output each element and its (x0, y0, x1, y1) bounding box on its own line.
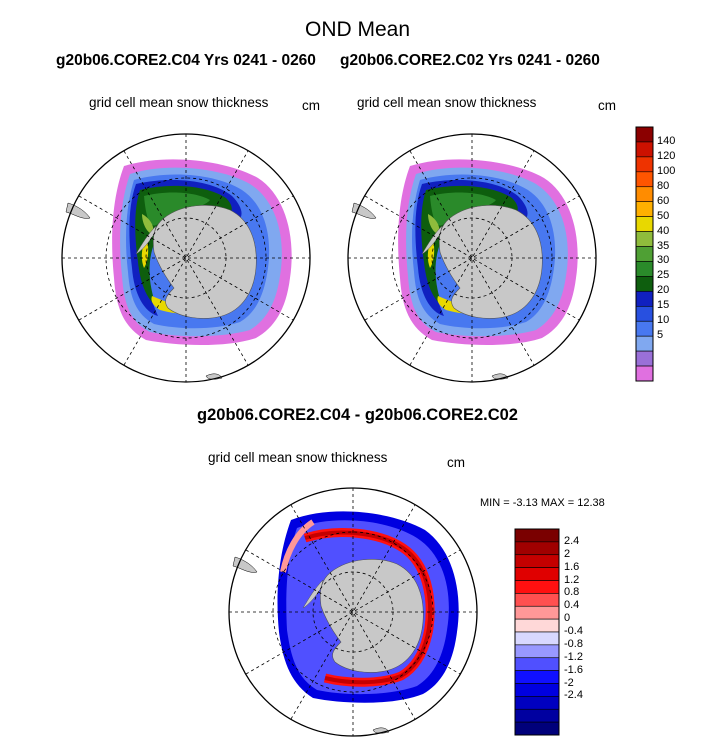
panel-right-variable: grid cell mean snow thickness (357, 95, 537, 110)
colorbar-tick-label: -1.2 (564, 650, 583, 663)
min-value: -3.13 (512, 497, 538, 509)
colorbar-tick-label: 0.4 (564, 599, 580, 612)
main-title: OND Mean (304, 18, 411, 41)
colorbar-swatch (635, 365, 654, 382)
colorbar-swatch (635, 126, 654, 143)
map-panel-left (61, 133, 311, 383)
colorbar-swatch (635, 276, 654, 292)
colorbar-tick-label: 1.2 (564, 573, 580, 586)
colorbar-tick-label: 0.8 (564, 586, 580, 599)
colorbar-snow (635, 126, 654, 382)
colorbar-swatch (635, 320, 654, 337)
min-max-readout: MIN = -3.13 MAX = 12.38 (480, 497, 605, 509)
colorbar-tick-label: 80 (657, 179, 670, 192)
colorbar-tick-label: 2.4 (564, 534, 580, 547)
case-title-left: g20b06.CORE2.C04 Yrs 0241 - 0260 (56, 52, 316, 69)
colorbar-tick-label: 25 (657, 269, 670, 282)
colorbar-tick-label: -2.4 (564, 689, 583, 702)
colorbar-swatch (635, 335, 654, 352)
colorbar-swatch (514, 696, 560, 710)
colorbar-swatch (514, 657, 560, 671)
colorbar-tick-label: 20 (657, 284, 670, 297)
colorbar-swatch (514, 605, 560, 620)
colorbar-swatch (514, 580, 560, 594)
colorbar-swatch (514, 567, 560, 581)
colorbar-tick-label: 5 (657, 329, 664, 342)
colorbar-swatch (635, 186, 654, 203)
colorbar-tick-label: 30 (657, 254, 670, 267)
panel-diff-variable: grid cell mean snow thickness (208, 450, 388, 465)
colorbar-swatch (514, 541, 560, 556)
colorbar-tick-label: -0.4 (564, 625, 583, 637)
colorbar-tick-label: -2 (564, 676, 574, 689)
colorbar-tick-label: 35 (657, 239, 670, 252)
colorbar-tick-label: 50 (657, 209, 670, 222)
colorbar-swatch (635, 201, 654, 217)
colorbar-swatch (514, 708, 560, 723)
colorbar-tick-label: 1.6 (564, 560, 580, 573)
colorbar-swatch (514, 644, 560, 659)
colorbar-swatch (514, 631, 560, 646)
panel-left-variable: grid cell mean snow thickness (89, 95, 269, 110)
colorbar-tick-label: 0 (564, 612, 571, 625)
colorbar-swatch (514, 554, 560, 568)
colorbar-tick-label: 2 (564, 547, 571, 560)
colorbar-swatch (635, 305, 654, 322)
panel-left-units: cm (302, 98, 320, 113)
min-label: MIN = (480, 497, 510, 509)
colorbar-tick-label: 15 (657, 299, 670, 312)
colorbar-tick-label: 40 (657, 224, 670, 237)
colorbar-diff (514, 528, 560, 736)
colorbar-swatch (635, 156, 654, 173)
colorbar-swatch (635, 246, 654, 262)
map-panel-right (347, 133, 597, 383)
colorbar-swatch (514, 528, 560, 543)
max-value: 12.38 (577, 497, 605, 509)
colorbar-tick-label: 120 (657, 149, 676, 162)
colorbar-swatch (514, 618, 560, 633)
colorbar-tick-label: 10 (657, 314, 670, 327)
diff-title: g20b06.CORE2.C04 - g20b06.CORE2.C02 (197, 406, 518, 424)
colorbar-swatch (635, 231, 654, 247)
colorbar-swatch (635, 350, 654, 367)
colorbar-swatch (635, 261, 654, 277)
colorbar-tick-label: -0.8 (564, 637, 583, 650)
colorbar-swatch (635, 171, 654, 188)
max-label: MAX = (540, 497, 575, 509)
colorbar-swatch (514, 721, 560, 736)
colorbar-tick-label: 140 (657, 134, 676, 147)
panel-diff-units: cm (447, 455, 465, 470)
colorbar-swatch (635, 141, 654, 158)
colorbar-tick-label: 60 (657, 194, 670, 207)
map-panel-diff (228, 487, 478, 737)
colorbar-swatch (514, 683, 560, 697)
colorbar-swatch (635, 291, 654, 307)
case-title-right: g20b06.CORE2.C02 Yrs 0241 - 0260 (340, 52, 600, 69)
colorbar-swatch (514, 593, 560, 607)
panel-right-units: cm (598, 98, 616, 113)
colorbar-tick-label: 100 (657, 164, 676, 177)
colorbar-swatch (635, 216, 654, 232)
colorbar-tick-label: -1.6 (564, 663, 583, 676)
colorbar-swatch (514, 670, 560, 684)
